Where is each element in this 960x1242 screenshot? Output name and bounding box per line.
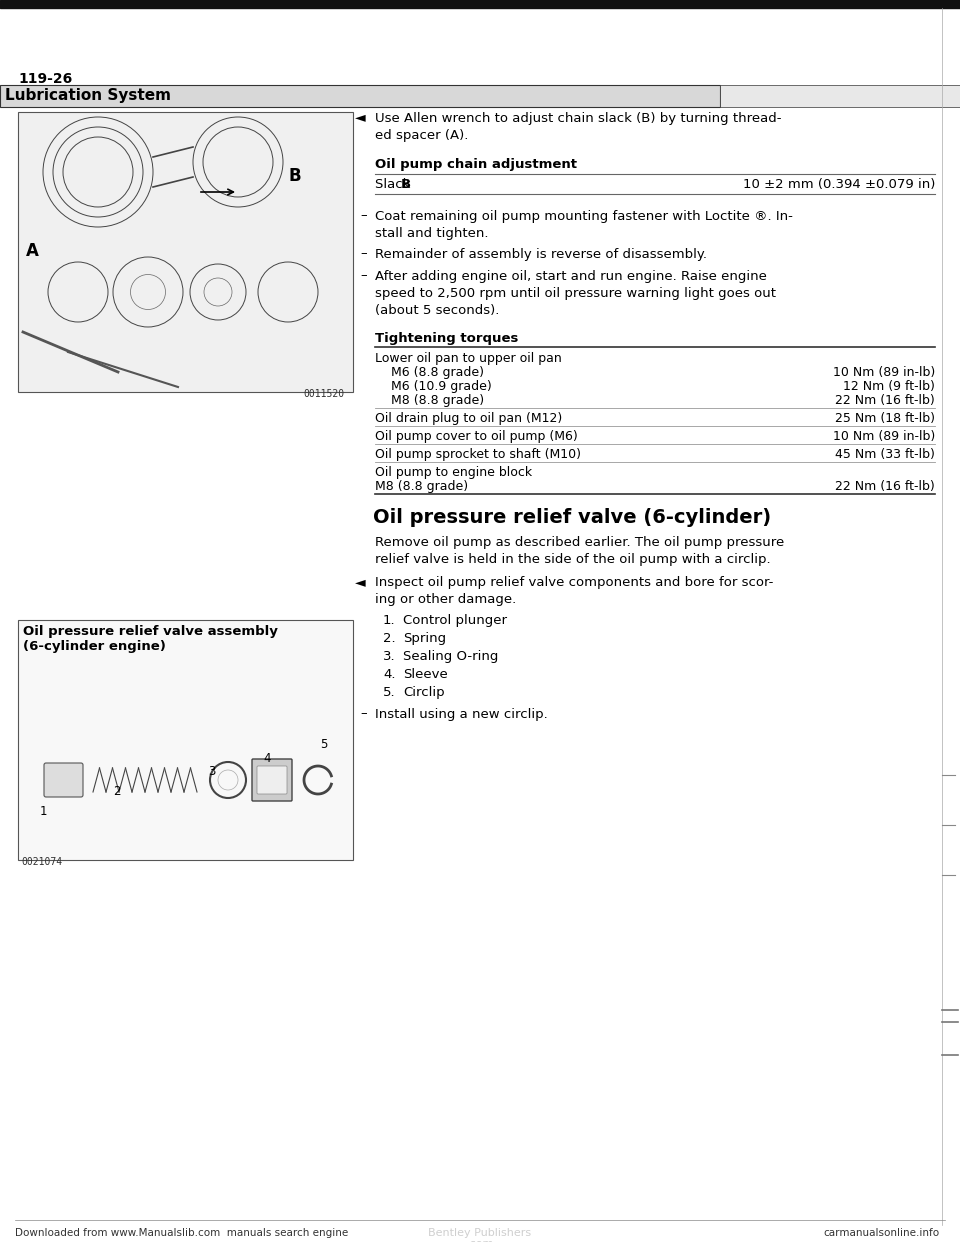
- Text: ◄: ◄: [355, 111, 366, 124]
- Text: 2: 2: [113, 785, 121, 799]
- Text: Tightening torques: Tightening torques: [375, 332, 518, 345]
- Bar: [0, 84, 720, 107]
- Text: Control plunger: Control plunger: [403, 614, 507, 627]
- Text: Remainder of assembly is reverse of disassembly.: Remainder of assembly is reverse of disa…: [375, 248, 707, 261]
- Text: Sealing O-ring: Sealing O-ring: [403, 650, 498, 663]
- Text: After adding engine oil, start and run engine. Raise engine
speed to 2,500 rpm u: After adding engine oil, start and run e…: [375, 270, 776, 317]
- FancyBboxPatch shape: [252, 759, 292, 801]
- Text: A: A: [26, 242, 38, 260]
- Text: Oil pressure relief valve (6-cylinder): Oil pressure relief valve (6-cylinder): [373, 508, 771, 527]
- Bar: [0, 0, 960, 7]
- Text: 5.: 5.: [383, 686, 396, 699]
- Text: Oil pressure relief valve assembly: Oil pressure relief valve assembly: [23, 625, 277, 638]
- Text: Lower oil pan to upper oil pan: Lower oil pan to upper oil pan: [375, 351, 562, 365]
- Text: Oil pump cover to oil pump (M6): Oil pump cover to oil pump (M6): [375, 430, 578, 443]
- Text: B: B: [401, 178, 411, 191]
- Text: Coat remaining oil pump mounting fastener with Loctite ®. In-
stall and tighten.: Coat remaining oil pump mounting fastene…: [375, 210, 793, 240]
- Text: Remove oil pump as described earlier. The oil pump pressure
relief valve is held: Remove oil pump as described earlier. Th…: [375, 537, 784, 566]
- Text: 5: 5: [320, 738, 327, 751]
- Text: 12 Nm (9 ft-lb): 12 Nm (9 ft-lb): [843, 380, 935, 392]
- Text: Oil drain plug to oil pan (M12): Oil drain plug to oil pan (M12): [375, 412, 563, 425]
- Text: 3: 3: [208, 765, 215, 777]
- Text: –: –: [360, 707, 367, 720]
- Text: carmanualsonline.info: carmanualsonline.info: [824, 1228, 940, 1238]
- Text: –: –: [360, 247, 367, 260]
- Text: –: –: [360, 209, 367, 222]
- Bar: [720, 84, 960, 107]
- Text: M6 (10.9 grade): M6 (10.9 grade): [383, 380, 492, 392]
- Text: 4.: 4.: [383, 668, 396, 681]
- Text: Spring: Spring: [403, 632, 446, 645]
- Text: 10 ±2 mm (0.394 ±0.079 in): 10 ±2 mm (0.394 ±0.079 in): [743, 178, 935, 191]
- Text: 0011520: 0011520: [304, 389, 345, 399]
- Text: M8 (8.8 grade): M8 (8.8 grade): [375, 479, 468, 493]
- Text: 2.: 2.: [383, 632, 396, 645]
- Text: 3.: 3.: [383, 650, 396, 663]
- Text: 25 Nm (18 ft-lb): 25 Nm (18 ft-lb): [835, 412, 935, 425]
- Text: Oil pump sprocket to shaft (M10): Oil pump sprocket to shaft (M10): [375, 448, 581, 461]
- Text: Lubrication System: Lubrication System: [5, 88, 171, 103]
- Text: Downloaded from www.Manualslib.com  manuals search engine: Downloaded from www.Manualslib.com manua…: [15, 1228, 348, 1238]
- Text: (6-cylinder engine): (6-cylinder engine): [23, 640, 166, 653]
- Text: Slack: Slack: [375, 178, 415, 191]
- Text: 1: 1: [40, 805, 47, 818]
- Text: 1.: 1.: [383, 614, 396, 627]
- Text: Oil pump chain adjustment: Oil pump chain adjustment: [375, 158, 577, 171]
- Text: 22 Nm (16 ft-lb): 22 Nm (16 ft-lb): [835, 479, 935, 493]
- Text: Circlip: Circlip: [403, 686, 444, 699]
- Text: Bentley Publishers: Bentley Publishers: [428, 1228, 532, 1238]
- Text: Inspect oil pump relief valve components and bore for scor-
ing or other damage.: Inspect oil pump relief valve components…: [375, 576, 774, 606]
- Text: 119-26: 119-26: [18, 72, 72, 86]
- Bar: [18, 112, 353, 392]
- Text: Use Allen wrench to adjust chain slack (B) by turning thread-
ed spacer (A).: Use Allen wrench to adjust chain slack (…: [375, 112, 781, 142]
- Text: 4: 4: [263, 751, 271, 765]
- Text: 10 Nm (89 in-lb): 10 Nm (89 in-lb): [832, 430, 935, 443]
- Text: M8 (8.8 grade): M8 (8.8 grade): [383, 394, 484, 407]
- Text: ◄: ◄: [355, 575, 366, 589]
- Text: Install using a new circlip.: Install using a new circlip.: [375, 708, 548, 722]
- Text: 45 Nm (33 ft-lb): 45 Nm (33 ft-lb): [835, 448, 935, 461]
- Text: Oil pump to engine block: Oil pump to engine block: [375, 466, 532, 479]
- Text: 0021074: 0021074: [21, 857, 62, 867]
- Text: .com: .com: [467, 1240, 493, 1242]
- Text: –: –: [360, 270, 367, 282]
- Text: 10 Nm (89 in-lb): 10 Nm (89 in-lb): [832, 366, 935, 379]
- Text: B: B: [288, 166, 300, 185]
- Bar: [18, 620, 353, 859]
- Text: Sleeve: Sleeve: [403, 668, 447, 681]
- Text: 22 Nm (16 ft-lb): 22 Nm (16 ft-lb): [835, 394, 935, 407]
- FancyBboxPatch shape: [44, 763, 83, 797]
- FancyBboxPatch shape: [257, 766, 287, 794]
- Text: M6 (8.8 grade): M6 (8.8 grade): [383, 366, 484, 379]
